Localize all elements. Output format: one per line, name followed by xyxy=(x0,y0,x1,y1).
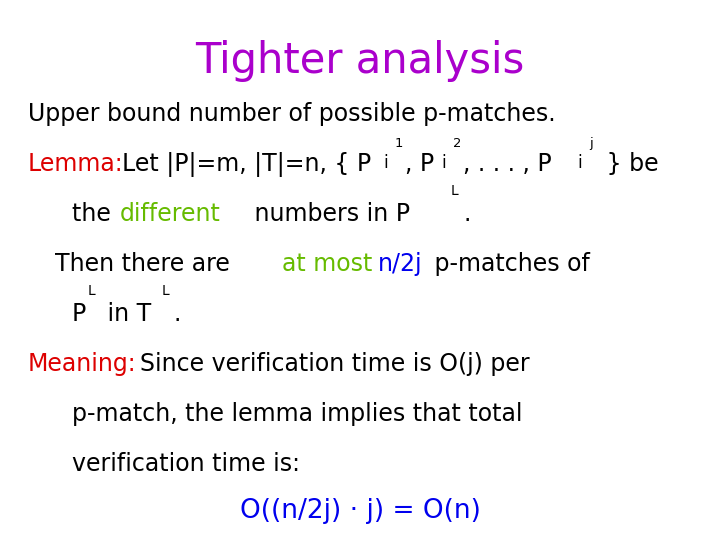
Text: Lemma:: Lemma: xyxy=(28,152,124,176)
Text: Then there are: Then there are xyxy=(55,252,238,276)
Text: O((n/2j) · j) = O(n): O((n/2j) · j) = O(n) xyxy=(240,498,480,524)
Text: , P: , P xyxy=(405,152,434,176)
Text: L: L xyxy=(162,284,170,298)
Text: different: different xyxy=(120,202,221,226)
Text: L: L xyxy=(88,284,96,298)
Text: j: j xyxy=(589,137,593,150)
Text: verification time is:: verification time is: xyxy=(72,452,300,476)
Text: at most: at most xyxy=(282,252,372,276)
Text: Meaning:: Meaning: xyxy=(28,352,137,376)
Text: Let |P|=m, |T|=n, { P: Let |P|=m, |T|=n, { P xyxy=(122,152,371,177)
Text: numbers in P: numbers in P xyxy=(247,202,410,226)
Text: Since verification time is O(j) per: Since verification time is O(j) per xyxy=(140,352,530,376)
Text: i: i xyxy=(383,154,388,172)
Text: the: the xyxy=(72,202,118,226)
Text: Tighter analysis: Tighter analysis xyxy=(195,40,525,82)
Text: p-match, the lemma implies that total: p-match, the lemma implies that total xyxy=(72,402,523,426)
Text: in T: in T xyxy=(100,302,151,326)
Text: n/2j: n/2j xyxy=(378,252,423,276)
Text: } be: } be xyxy=(599,152,659,176)
Text: .: . xyxy=(174,302,181,326)
Text: P: P xyxy=(72,302,86,326)
Text: i: i xyxy=(577,154,582,172)
Text: , . . . , P: , . . . , P xyxy=(463,152,552,176)
Text: i: i xyxy=(441,154,446,172)
Text: 1: 1 xyxy=(395,137,403,150)
Text: 2: 2 xyxy=(453,137,462,150)
Text: p-matches of: p-matches of xyxy=(427,252,590,276)
Text: Upper bound number of possible p-matches.: Upper bound number of possible p-matches… xyxy=(28,102,556,126)
Text: .: . xyxy=(463,202,470,226)
Text: L: L xyxy=(451,184,459,198)
